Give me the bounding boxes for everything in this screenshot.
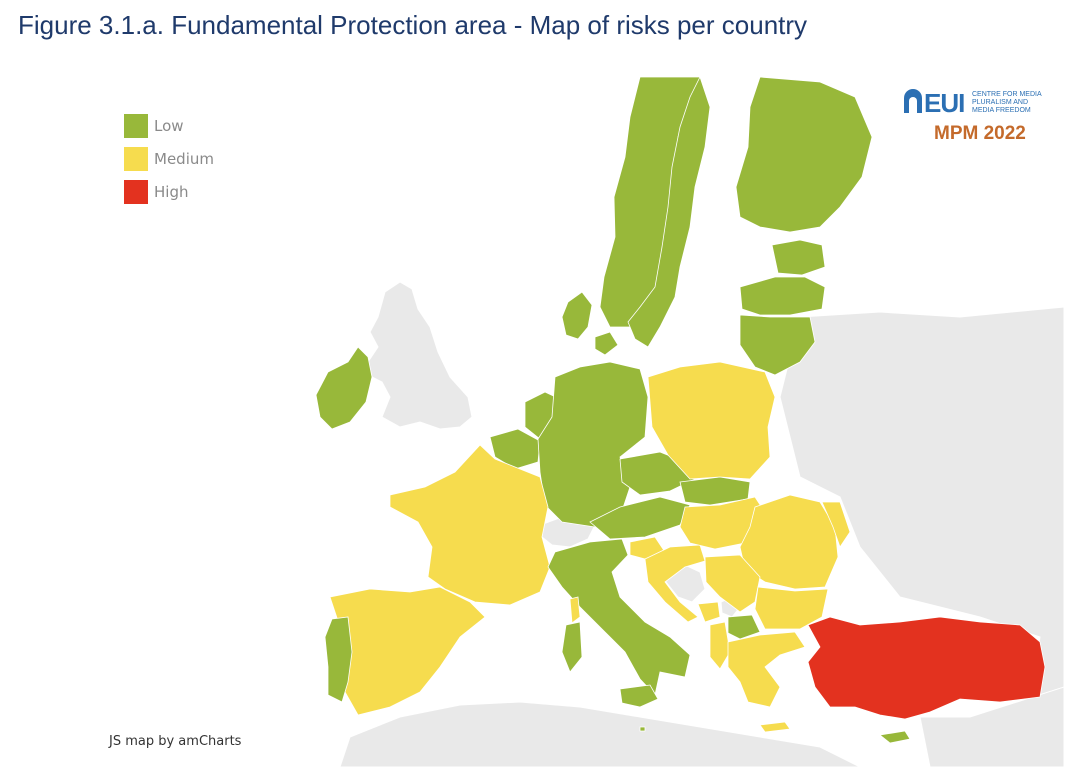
country-france[interactable]	[389, 444, 551, 606]
country-ireland[interactable]	[315, 346, 373, 430]
country-moldova[interactable]	[821, 501, 851, 548]
country-denmark[interactable]	[561, 291, 619, 356]
country-serbia[interactable]	[704, 554, 761, 613]
country-italy[interactable]	[547, 538, 691, 696]
country-sardinia[interactable]	[561, 621, 583, 673]
country-albania[interactable]	[709, 621, 731, 670]
country-greece[interactable]	[727, 631, 806, 733]
country-turkey[interactable]	[807, 616, 1046, 720]
country-romania[interactable]	[739, 494, 839, 590]
country-belgium[interactable]	[489, 428, 541, 470]
legend-item-high[interactable]: High	[124, 175, 214, 208]
country-montenegro[interactable]	[697, 601, 721, 623]
eui-logo: EUI CENTRE FOR MEDIA PLURALISM AND MEDIA…	[900, 83, 1044, 149]
country-north-macedonia[interactable]	[727, 614, 761, 640]
legend-item-low[interactable]: Low	[124, 109, 214, 142]
legend-label-high: High	[154, 182, 189, 201]
country-latvia[interactable]	[739, 276, 826, 316]
country-sicily[interactable]	[619, 684, 659, 708]
logo-edition: MPM 2022	[934, 123, 1026, 144]
country-poland[interactable]	[647, 361, 776, 480]
map-container: Low Medium High EUI CENTRE FOR MEDIA PLU…	[100, 77, 1064, 767]
country-malta[interactable]	[639, 726, 646, 732]
legend-swatch-low	[124, 113, 148, 138]
background-land	[339, 281, 1064, 767]
legend-swatch-medium	[124, 146, 148, 171]
legend-swatch-high	[124, 179, 148, 204]
country-bulgaria[interactable]	[754, 586, 829, 630]
map-credit-link[interactable]: JS map by amCharts	[109, 734, 242, 749]
country-lithuania[interactable]	[739, 314, 816, 376]
country-cyprus[interactable]	[879, 730, 911, 744]
country-finland[interactable]	[735, 77, 873, 233]
country-sweden[interactable]	[627, 77, 711, 348]
legend-item-medium[interactable]: Medium	[124, 142, 214, 175]
legend-label-low: Low	[154, 116, 184, 135]
country-croatia[interactable]	[644, 544, 706, 623]
logo-subtitle: CENTRE FOR MEDIA PLURALISM AND MEDIA FRE…	[972, 91, 1042, 114]
country-germany[interactable]	[537, 361, 649, 528]
map-legend: Low Medium High	[124, 109, 214, 208]
country-corsica[interactable]	[569, 596, 581, 624]
legend-label-medium: Medium	[154, 149, 214, 168]
logo-eui-text: EUI	[924, 88, 965, 118]
eui-arch-icon	[904, 89, 922, 113]
country-estonia[interactable]	[771, 239, 826, 276]
country-portugal[interactable]	[324, 616, 353, 703]
country-spain[interactable]	[329, 586, 486, 716]
figure-title: Figure 3.1.a. Fundamental Protection are…	[18, 10, 808, 40]
country-shapes	[315, 77, 1046, 744]
europe-map	[315, 77, 1064, 767]
